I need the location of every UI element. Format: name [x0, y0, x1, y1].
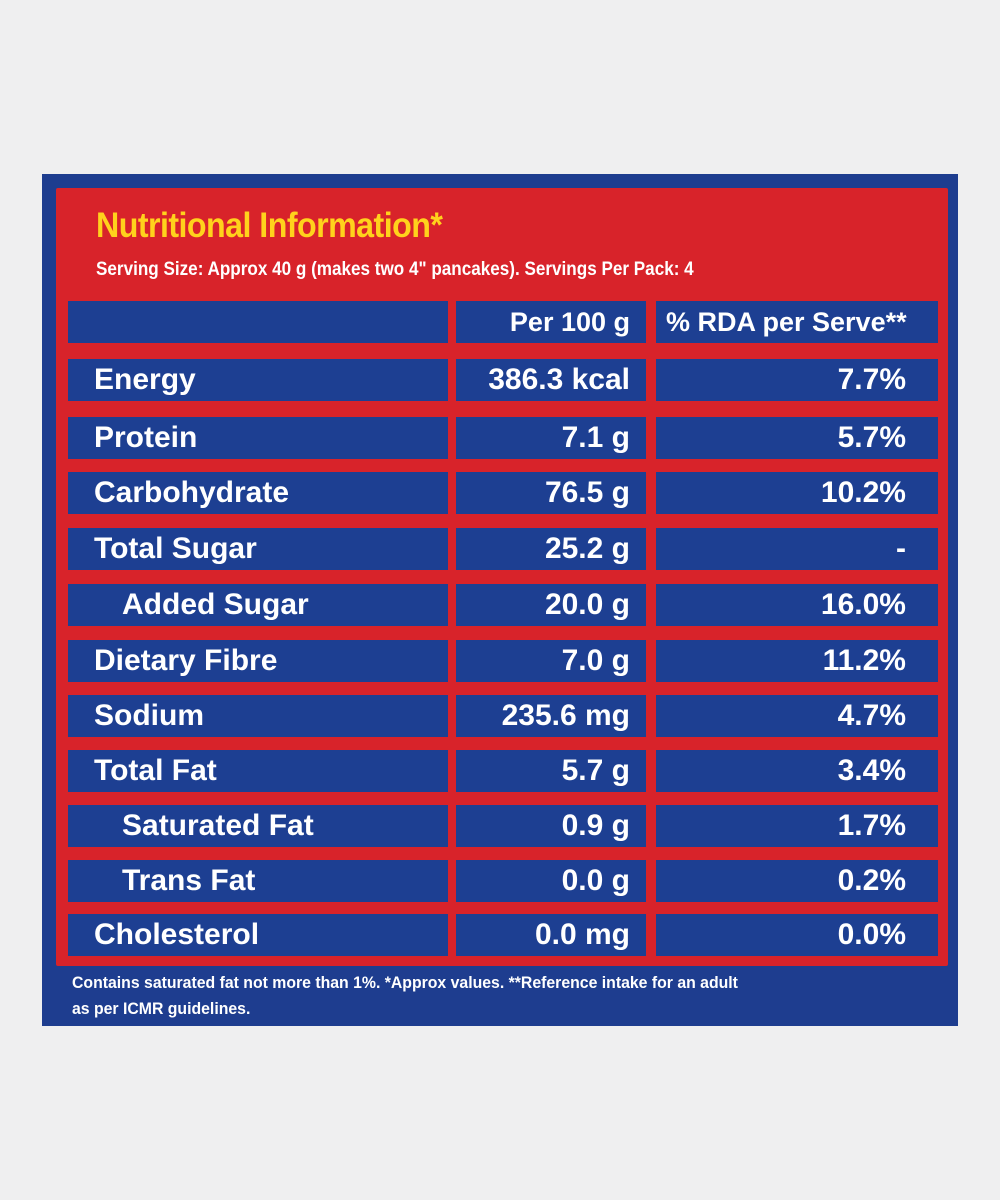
row-per100-added-sugar: 20.0 g — [456, 584, 646, 626]
row-per100-trans-fat: 0.0 g — [456, 860, 646, 902]
row-per100-carbohydrate: 76.5 g — [456, 472, 646, 514]
footnote-line-1: Contains saturated fat not more than 1%.… — [72, 973, 738, 992]
row-rda-protein: 5.7% — [656, 417, 938, 459]
row-per100-total-fat: 5.7 g — [456, 750, 646, 792]
row-rda-cholesterol: 0.0% — [656, 914, 938, 956]
row-rda-total-fat: 3.4% — [656, 750, 938, 792]
row-per100-saturated-fat: 0.9 g — [456, 805, 646, 847]
header-nutrient — [68, 301, 448, 343]
header-per-100g: Per 100 g — [456, 301, 646, 343]
row-name-total-sugar: Total Sugar — [68, 528, 448, 570]
row-rda-energy: 7.7% — [656, 359, 938, 401]
header-rda: % RDA per Serve** — [656, 301, 938, 343]
row-name-trans-fat: Trans Fat — [68, 860, 448, 902]
row-name-cholesterol: Cholesterol — [68, 914, 448, 956]
row-rda-saturated-fat: 1.7% — [656, 805, 938, 847]
row-rda-added-sugar: 16.0% — [656, 584, 938, 626]
row-name-added-sugar: Added Sugar — [68, 584, 448, 626]
row-per100-protein: 7.1 g — [456, 417, 646, 459]
row-per100-cholesterol: 0.0 mg — [456, 914, 646, 956]
nutrition-title: Nutritional Information* — [96, 206, 443, 245]
row-per100-sodium: 235.6 mg — [456, 695, 646, 737]
row-rda-total-sugar: - — [656, 528, 938, 570]
row-rda-carbohydrate: 10.2% — [656, 472, 938, 514]
row-name-total-fat: Total Fat — [68, 750, 448, 792]
row-name-carbohydrate: Carbohydrate — [68, 472, 448, 514]
row-name-energy: Energy — [68, 359, 448, 401]
row-name-saturated-fat: Saturated Fat — [68, 805, 448, 847]
row-name-protein: Protein — [68, 417, 448, 459]
row-rda-sodium: 4.7% — [656, 695, 938, 737]
serving-info: Serving Size: Approx 40 g (makes two 4" … — [96, 259, 694, 280]
footnote-line-2: as per ICMR guidelines. — [72, 999, 251, 1018]
row-rda-dietary-fibre: 11.2% — [656, 640, 938, 682]
footnote: Contains saturated fat not more than 1%.… — [72, 970, 932, 1022]
row-name-dietary-fibre: Dietary Fibre — [68, 640, 448, 682]
row-per100-dietary-fibre: 7.0 g — [456, 640, 646, 682]
row-name-sodium: Sodium — [68, 695, 448, 737]
row-per100-total-sugar: 25.2 g — [456, 528, 646, 570]
row-rda-trans-fat: 0.2% — [656, 860, 938, 902]
row-per100-energy: 386.3 kcal — [456, 359, 646, 401]
